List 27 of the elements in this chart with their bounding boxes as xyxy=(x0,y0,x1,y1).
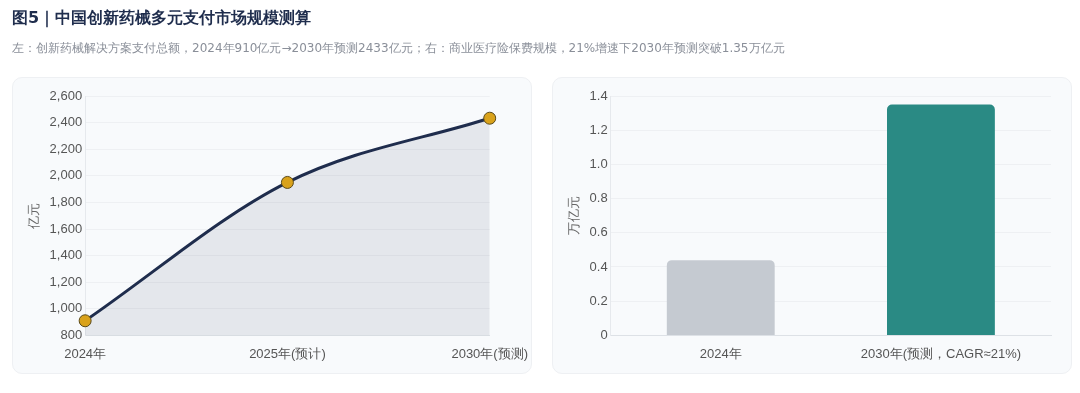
x-tick-label: 2024年 xyxy=(64,345,107,361)
x-tick-label: 2025年(预计) xyxy=(249,345,326,361)
x-tick-label: 2030年(预测，CAGR≈21%) xyxy=(860,345,1022,361)
y-tick-label: 0.2 xyxy=(589,292,608,308)
chart-title: 图5｜中国创新药械多元支付市场规模测算 xyxy=(12,8,312,29)
y-tick-label: 2,000 xyxy=(49,167,83,183)
y-tick-label: 2,600 xyxy=(49,87,83,103)
y-tick-label: 0.6 xyxy=(589,224,608,240)
y-tick-label: 800 xyxy=(60,326,83,342)
y-tick-label: 1,200 xyxy=(49,273,83,289)
y-tick-label: 1,000 xyxy=(49,300,83,316)
y-tick-label: 0 xyxy=(600,326,608,342)
y-tick-label: 1.4 xyxy=(589,87,608,103)
y-tick-label: 2,400 xyxy=(49,114,83,130)
x-tick-label: 2030年(预测) xyxy=(451,345,528,361)
y-tick-label: 2,200 xyxy=(49,140,83,156)
y-tick-label: 1.0 xyxy=(589,155,608,171)
y-axis-title: 万亿元 xyxy=(566,196,582,236)
y-tick-label: 1,400 xyxy=(49,247,83,263)
x-tick-label: 2024年 xyxy=(699,345,742,361)
y-tick-label: 0.4 xyxy=(589,258,608,274)
y-tick-label: 1,600 xyxy=(49,220,83,236)
y-tick-label: 1,800 xyxy=(49,193,83,209)
y-tick-label: 0.8 xyxy=(589,190,608,206)
y-tick-label: 1.2 xyxy=(589,121,608,137)
chart-subtitle: 左：创新药械解决方案支付总额，2024年910亿元→2030年预测2433亿元；右：商业医疗险保费规模，21%增速下2030年预测突破1.35万亿元 xyxy=(12,40,785,57)
y-axis-title: 亿元 xyxy=(26,202,42,230)
